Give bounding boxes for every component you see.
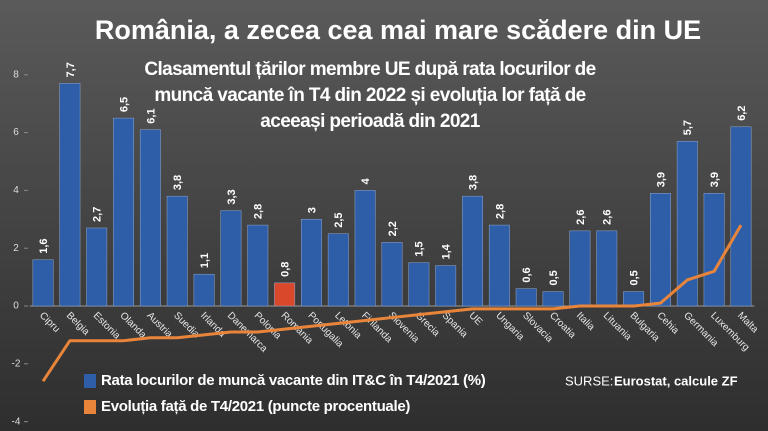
value-label: 2,6	[602, 210, 614, 225]
value-label: 2,5	[333, 212, 345, 227]
bar	[247, 224, 269, 307]
chart-title: România, a zecea cea mai mare scădere di…	[95, 15, 701, 45]
value-label: 0,5	[548, 270, 560, 285]
y-tick-label: 6	[13, 127, 19, 138]
value-label: 6,5	[118, 97, 130, 112]
y-tick-label: -2	[12, 358, 21, 369]
bar	[32, 259, 54, 307]
bar	[274, 282, 296, 307]
bar	[408, 262, 430, 307]
bar	[113, 117, 135, 307]
bar	[569, 230, 591, 307]
value-label: 5,7	[682, 120, 694, 135]
value-label: 1,5	[414, 241, 426, 256]
legend-swatch	[84, 400, 96, 414]
bar	[435, 265, 457, 307]
bar	[649, 193, 671, 307]
value-label: 2,8	[253, 204, 265, 219]
y-tick-label: -4	[12, 416, 21, 427]
bar	[488, 224, 510, 307]
bar	[462, 195, 483, 307]
bar	[139, 129, 161, 307]
value-label: 3	[306, 207, 318, 213]
bar	[166, 195, 188, 307]
chart-subtitle: muncă vacante în T4 din 2022 și evoluția…	[154, 85, 585, 106]
value-label: 1,4	[441, 243, 453, 259]
value-label: 0,8	[280, 262, 292, 277]
legend-label: Evoluția față de T4/2021 (puncte procent…	[101, 398, 410, 415]
bar	[596, 230, 618, 307]
bar	[381, 242, 403, 307]
value-label: 3,8	[172, 175, 184, 190]
bar	[301, 219, 322, 307]
legend: Rata locurilor de muncă vacante din IT&C…	[84, 372, 486, 415]
value-label: 0,5	[629, 270, 641, 285]
y-tick-label: 0	[13, 301, 19, 312]
bar	[354, 190, 376, 307]
bar	[676, 140, 698, 307]
value-label: 1,6	[38, 238, 50, 253]
source-label: SURSE:	[565, 373, 613, 388]
bar	[220, 210, 242, 307]
value-label: 3,9	[655, 172, 667, 187]
value-label: 2,7	[92, 207, 104, 222]
bar	[515, 288, 537, 307]
bar	[542, 291, 564, 307]
value-label: 0,6	[521, 267, 533, 282]
value-label: 1,1	[199, 253, 211, 268]
bar	[703, 193, 725, 307]
source: Eurostat, calcule ZF	[614, 373, 738, 388]
value-label: 3,8	[467, 175, 479, 190]
value-label: 6,2	[736, 106, 748, 121]
chart-subtitle: aceeași perioadă din 2021	[260, 111, 480, 132]
y-tick-label: 8	[13, 69, 19, 80]
value-label: 6,1	[145, 108, 157, 123]
chart-subtitle: Clasamentul țărilor membre UE după rata …	[144, 59, 595, 80]
value-label: 2,6	[575, 210, 587, 225]
y-tick-label: 4	[13, 185, 19, 196]
bar	[86, 227, 108, 307]
value-label: 3,9	[709, 172, 721, 187]
value-label: 3,3	[226, 189, 238, 204]
value-label: 4	[360, 177, 372, 184]
value-label: 7,7	[65, 62, 77, 77]
y-tick-label: 2	[13, 243, 19, 254]
value-label: 2,8	[494, 204, 506, 219]
legend-label: Rata locurilor de muncă vacante din IT&C…	[101, 372, 486, 389]
value-label: 2,2	[387, 221, 399, 236]
legend-swatch	[84, 374, 96, 388]
bar	[193, 273, 215, 307]
bar	[730, 126, 752, 307]
bar	[327, 233, 349, 307]
line	[41, 224, 743, 382]
bar	[59, 83, 81, 307]
